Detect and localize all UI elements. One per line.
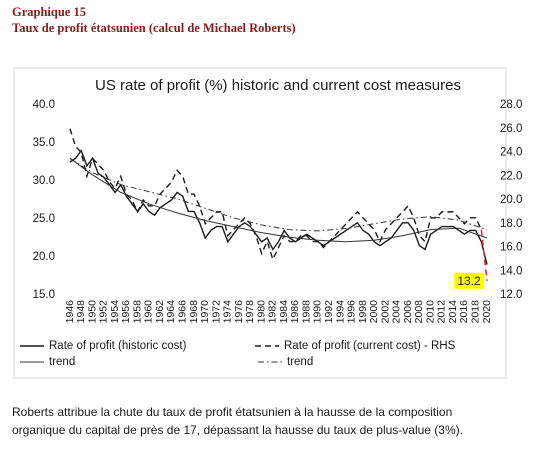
x-tick-label: 1948 xyxy=(75,300,87,324)
series-line xyxy=(69,128,482,262)
x-tick-label: 1964 xyxy=(165,300,177,324)
y2-tick-label: 18.0 xyxy=(500,218,522,230)
annotation-box xyxy=(454,272,484,289)
x-tick-label: 1984 xyxy=(278,300,290,324)
x-tick-label: 1980 xyxy=(255,300,267,324)
y2-tick-label: 20.0 xyxy=(500,194,522,206)
annotation-label: 13.2 xyxy=(457,274,481,288)
x-tick-label: 1978 xyxy=(244,300,256,324)
y2-tick-label: 12.0 xyxy=(500,289,522,301)
y2-tick-label: 26.0 xyxy=(500,123,522,135)
x-tick-label: 2004 xyxy=(391,300,403,324)
y-tick-label: 25.0 xyxy=(33,213,55,225)
legend-label: trend xyxy=(49,356,75,368)
y2-tick-label: 22.0 xyxy=(500,170,522,182)
chart-frame xyxy=(13,67,507,379)
chart-title: US rate of profit (%) historic and curre… xyxy=(95,77,461,94)
x-tick-label: 1974 xyxy=(222,300,234,324)
y2-tick-label: 16.0 xyxy=(500,242,522,254)
caption-line: organique du capital de près de 17, dépa… xyxy=(12,423,463,437)
y2-tick-label: 28.0 xyxy=(500,99,522,111)
x-tick-label: 1988 xyxy=(300,300,312,324)
x-tick-label: 2014 xyxy=(447,300,459,324)
x-tick-label: 1990 xyxy=(312,300,324,324)
x-tick-label: 1946 xyxy=(64,300,76,324)
y-tick-label: 15.0 xyxy=(33,289,55,301)
figure-title: Taux de profit étatsunien (calcul de Mic… xyxy=(12,21,296,35)
x-tick-label: 2006 xyxy=(402,300,414,324)
x-tick-label: 2000 xyxy=(368,300,380,324)
x-tick-label: 1972 xyxy=(210,300,222,324)
x-tick-label: 2002 xyxy=(379,300,391,324)
series-line xyxy=(69,157,488,243)
x-tick-label: 1994 xyxy=(334,300,346,324)
x-tick-label: 1970 xyxy=(199,300,211,324)
legend-label: trend xyxy=(287,356,313,368)
x-tick-label: 1954 xyxy=(109,300,121,324)
legend-label: Rate of profit (historic cost) xyxy=(49,340,187,352)
y-tick-label: 40.0 xyxy=(33,99,55,111)
x-tick-label: 1956 xyxy=(120,300,132,324)
x-tick-label: 1950 xyxy=(86,300,98,324)
caption-line: Roberts attribue la chute du taux de pro… xyxy=(12,405,452,419)
x-tick-label: 2008 xyxy=(413,300,425,324)
x-tick-label: 2018 xyxy=(470,300,482,324)
x-tick-label: 1998 xyxy=(357,300,369,324)
x-tick-label: 1958 xyxy=(131,300,143,324)
x-tick-label: 2010 xyxy=(424,300,436,324)
y2-tick-label: 24.0 xyxy=(500,147,522,159)
x-tick-label: 2016 xyxy=(458,300,470,324)
y2-tick-label: 14.0 xyxy=(500,265,522,277)
x-tick-label: 1976 xyxy=(233,300,245,324)
x-tick-label: 1962 xyxy=(154,300,166,324)
series-tail xyxy=(480,229,488,281)
legend: Rate of profit (historic cost) Rate of pr… xyxy=(20,340,456,368)
x-tick-label: 1966 xyxy=(176,300,188,324)
x-tick-label: 1982 xyxy=(267,300,279,324)
x-tick-label: 2020 xyxy=(481,300,493,324)
y-tick-label: 35.0 xyxy=(33,137,55,149)
x-tick-label: 1992 xyxy=(323,300,335,324)
x-tick-label: 1968 xyxy=(188,300,200,324)
legend-label: Rate of profit (current cost) - RHS xyxy=(284,340,456,352)
y-tick-label: 30.0 xyxy=(33,175,55,187)
x-tick-label: 1986 xyxy=(289,300,301,324)
y-tick-label: 20.0 xyxy=(33,251,55,263)
x-tick-label: 1960 xyxy=(143,300,155,324)
x-tick-label: 1952 xyxy=(98,300,110,324)
x-tick-label: 1996 xyxy=(346,300,358,324)
x-tick-label: 2012 xyxy=(436,300,448,324)
caption: Roberts attribue la chute du taux de pro… xyxy=(12,405,463,437)
series-line xyxy=(69,158,488,232)
figure-label: Graphique 15 xyxy=(12,5,86,19)
